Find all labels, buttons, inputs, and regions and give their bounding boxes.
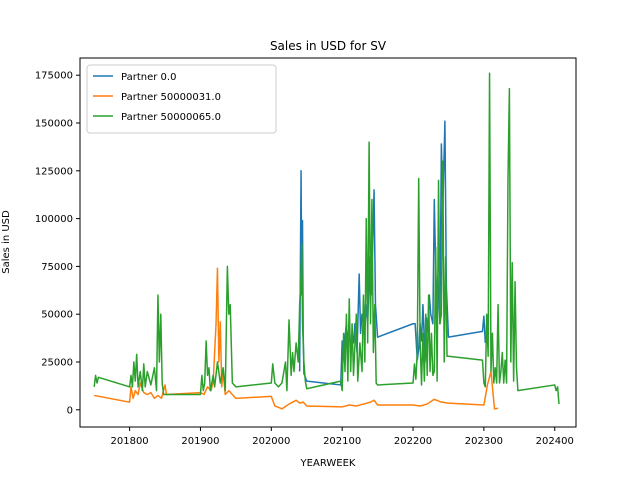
y-tick-label: 25000 (41, 357, 73, 368)
y-tick-label: 75000 (41, 262, 73, 273)
x-tick-label: 201900 (181, 436, 219, 447)
plot-frame (79, 57, 577, 428)
chart-title: Sales in USD for SV (270, 39, 387, 53)
x-tick-label: 202300 (465, 436, 503, 447)
y-tick-label: 50000 (41, 310, 73, 321)
legend-label: Partner 0.0 (121, 72, 176, 83)
x-tick-label: 202100 (323, 436, 361, 447)
y-tick-label: 100000 (35, 214, 73, 225)
legend-label: Partner 50000065.0 (121, 112, 221, 123)
x-axis-label: YEARWEEK (300, 458, 356, 469)
y-tick-label: 150000 (35, 119, 73, 130)
series-layer (93, 72, 560, 410)
x-tick-label: 202400 (536, 436, 574, 447)
series-line-3 (93, 72, 560, 405)
legend-box (86, 64, 277, 134)
series-line-2 (94, 267, 499, 410)
x-tick-label: 202000 (252, 436, 290, 447)
y-tick-label: 0 (67, 405, 73, 416)
y-axis-label: Sales in USD (1, 210, 12, 274)
legend: Partner 0.0 Partner 50000031.0 Partner 500… (86, 64, 277, 134)
y-tick-label: 125000 (35, 166, 73, 177)
y-tick-label: 175000 (35, 71, 73, 82)
x-tick-label: 201800 (111, 436, 149, 447)
x-axis: 201800 201900 202000 202100 202200 202300 2024… (111, 427, 574, 447)
y-axis: 0 25000 50000 75000 100000 125000 150000 175000 (35, 71, 80, 416)
legend-label: Partner 50000031.0 (121, 92, 221, 103)
x-tick-label: 202200 (394, 436, 432, 447)
